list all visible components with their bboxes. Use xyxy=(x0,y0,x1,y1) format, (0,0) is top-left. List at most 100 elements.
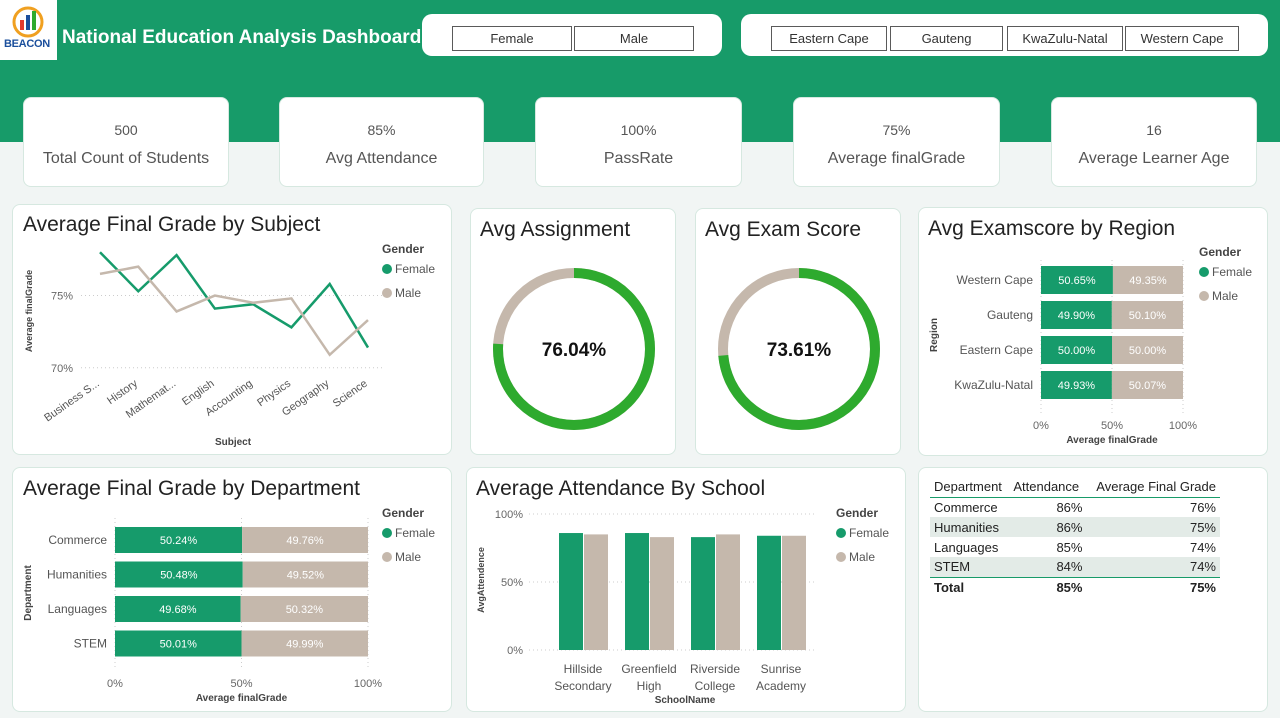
x-axis-title: SchoolName xyxy=(655,695,716,706)
slicer-gender-female[interactable]: Female xyxy=(452,26,572,51)
data-label: 49.76% xyxy=(286,535,324,547)
chart-title: Avg Examscore by Region xyxy=(928,217,1176,240)
table-cell: STEM xyxy=(930,557,1010,577)
data-label: 50.07% xyxy=(1129,380,1167,392)
table-cell: 85% xyxy=(1009,576,1087,597)
column-header[interactable]: Department xyxy=(930,477,1010,498)
table-cell: Total xyxy=(930,576,1010,597)
school-column-chart-card: Average Attendance By School 0% 50% 100% Hi… xyxy=(466,467,906,712)
bar-segment-female xyxy=(1041,266,1113,294)
y-axis-title: AvgAttendence xyxy=(476,547,486,613)
slicer-region-western-cape[interactable]: Western Cape xyxy=(1125,26,1239,51)
legend-label: Female xyxy=(849,526,889,540)
legend-marker xyxy=(382,264,392,274)
slicer-region-kwazulu-natal[interactable]: KwaZulu-Natal xyxy=(1007,26,1123,51)
table-cell: Humanities xyxy=(930,517,1010,537)
category-label: Gauteng xyxy=(987,308,1033,322)
x-tick-label: 100% xyxy=(1169,420,1197,432)
x-axis-title: Average finalGrade xyxy=(1066,435,1158,446)
x-tick-label: 50% xyxy=(1101,420,1123,432)
bar-segment-male xyxy=(242,561,368,588)
data-label: 49.93% xyxy=(1058,380,1096,392)
slicer-region-gauteng[interactable]: Gauteng xyxy=(890,26,1003,51)
y-tick-label: 100% xyxy=(495,509,523,521)
legend-label: Female xyxy=(395,262,435,276)
avg-exam-score-donut: 73.61% xyxy=(718,268,880,430)
x-tick-label: Greenfield xyxy=(621,662,676,676)
page-title: National Education Analysis Dashboard xyxy=(62,27,422,48)
bar-segment-male xyxy=(240,596,368,622)
kpi-value: 500 xyxy=(114,122,138,138)
kpi-label: PassRate xyxy=(603,150,674,167)
legend-title: Gender xyxy=(836,506,878,520)
x-tick-label: 50% xyxy=(230,678,252,690)
table-cell: Commerce xyxy=(934,499,998,515)
department-table: Department Attendance Average Final Grad… xyxy=(930,477,1220,597)
x-tick-label: Hillside xyxy=(564,662,603,676)
kpi-card-avg-learner-age: 16 Average Learner Age xyxy=(1051,97,1257,187)
y-axis-title: Region xyxy=(929,318,940,352)
gauge-fill xyxy=(718,268,880,430)
table-total-row: Total 85% 75% xyxy=(930,576,1220,597)
column-female xyxy=(757,535,781,650)
table-cell: 75% xyxy=(1086,517,1220,537)
column-male xyxy=(782,535,806,650)
table-cell: 85% xyxy=(1056,539,1083,555)
bar-segment-female xyxy=(115,527,243,553)
data-label: 49.68% xyxy=(159,604,197,616)
category-label: Western Cape xyxy=(957,273,1034,287)
table-cell: 74% xyxy=(1086,557,1220,577)
x-axis-title: Average finalGrade xyxy=(196,693,288,704)
bar-segment-male xyxy=(1112,336,1183,364)
bar-segment-male xyxy=(1111,301,1183,329)
gauge-fill xyxy=(493,268,655,430)
chart-title: Avg Exam Score xyxy=(705,218,862,241)
column-header[interactable]: Attendance xyxy=(1009,477,1087,498)
table-row: Humanities 86% 75% xyxy=(930,517,1220,537)
kpi-label: Avg Attendance xyxy=(325,150,438,167)
data-label: 50.00% xyxy=(1129,345,1167,357)
legend-title: Gender xyxy=(382,242,424,256)
data-label: 50.00% xyxy=(1058,345,1096,357)
department-bar-chart: 0% 50% 100% Commerce 50.24% 49.76% Humanities 5… xyxy=(23,506,435,704)
category-label: Languages xyxy=(48,602,107,616)
bar-segment-female xyxy=(115,561,243,588)
data-label: 50.48% xyxy=(160,570,198,582)
y-axis-title: Department xyxy=(23,565,34,621)
chart-title: Average Attendance By School xyxy=(476,477,766,500)
kpi-value: 16 xyxy=(1146,122,1162,138)
y-tick-label: 0% xyxy=(507,645,523,657)
logo-icon xyxy=(12,6,44,38)
data-label: 49.35% xyxy=(1129,275,1167,287)
table-row: Languages 85% 74% xyxy=(930,537,1220,557)
kpi-value: 75% xyxy=(882,122,911,138)
bar-segment-male xyxy=(241,630,368,657)
category-label: Humanities xyxy=(47,568,107,582)
kpi-value: 85% xyxy=(367,122,396,138)
bar-segment-female xyxy=(115,596,241,622)
category-label: KwaZulu-Natal xyxy=(954,378,1033,392)
data-label: 49.52% xyxy=(287,570,325,582)
legend-title: Gender xyxy=(1199,245,1241,259)
legend-marker xyxy=(836,552,846,562)
legend-label: Female xyxy=(1212,265,1252,279)
data-label: 50.65% xyxy=(1058,275,1096,287)
legend-marker xyxy=(1199,267,1209,277)
column-female xyxy=(691,537,715,650)
column-header[interactable]: Average Final Grade xyxy=(1086,477,1220,498)
column-male xyxy=(716,534,740,650)
region-slicer: Eastern Cape Gauteng KwaZulu-Natal Weste… xyxy=(741,14,1268,56)
column-male xyxy=(584,534,608,650)
data-label: 50.32% xyxy=(286,604,324,616)
series-line-female xyxy=(99,251,370,349)
table-cell: Languages xyxy=(934,539,999,555)
slicer-gender-male[interactable]: Male xyxy=(574,26,694,51)
kpi-card-total-students: 500 Total Count of Students xyxy=(23,97,229,187)
avg-assignment-donut: 76.04% xyxy=(493,268,655,430)
kpi-card-avg-attendance: 85% Avg Attendance xyxy=(279,97,484,187)
kpi-value: 100% xyxy=(620,122,657,138)
subject-line-chart-card: Average Final Grade by Subject 70% 75% Bus… xyxy=(12,204,452,455)
slicer-region-eastern-cape[interactable]: Eastern Cape xyxy=(771,26,887,51)
gender-slicer: Female Male xyxy=(422,14,722,56)
column-female xyxy=(625,533,649,650)
